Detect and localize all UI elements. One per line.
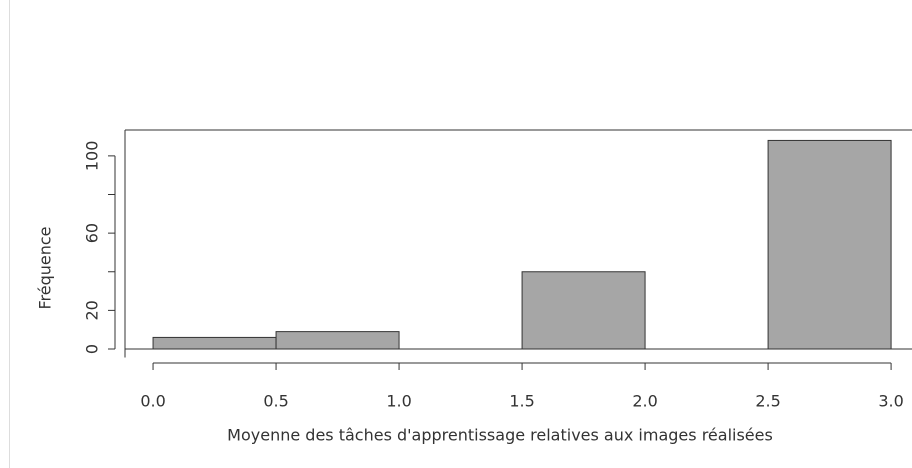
x-tick-label: 3.0 <box>878 392 903 411</box>
x-tick-label: 0.0 <box>140 392 165 411</box>
x-tick-label: 0.5 <box>263 392 288 411</box>
y-tick-label: 100 <box>83 141 102 172</box>
bar <box>275 331 400 350</box>
x-tick-label: 2.0 <box>632 392 657 411</box>
bar <box>767 139 892 350</box>
bar <box>521 271 646 350</box>
y-tick-label: 20 <box>83 300 102 320</box>
y-tick-label: 60 <box>83 223 102 243</box>
x-tick-label: 1.5 <box>509 392 534 411</box>
y-tick-label: 0 <box>83 344 102 354</box>
y-axis-label: Fréquence <box>36 226 55 309</box>
x-tick-label: 1.0 <box>386 392 411 411</box>
bar <box>152 336 277 350</box>
x-axis-label: Moyenne des tâches d'apprentissage relat… <box>227 426 773 445</box>
x-tick-label: 2.5 <box>755 392 780 411</box>
